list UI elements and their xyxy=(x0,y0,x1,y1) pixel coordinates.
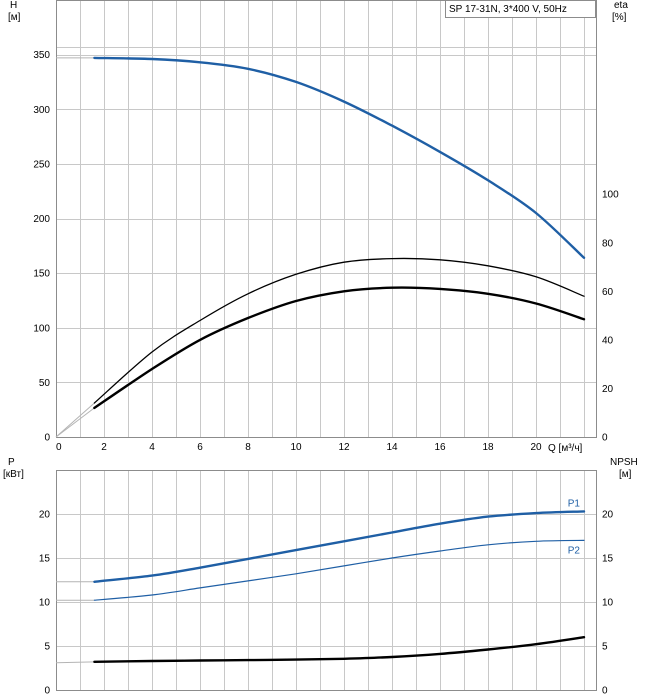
efficiency-axis-unit: [%] xyxy=(612,12,627,23)
tick-label-right: 80 xyxy=(602,238,614,249)
tick-label-left: 50 xyxy=(39,378,51,389)
tick-label-x: 4 xyxy=(149,442,155,453)
bottom-tick-labels: 0 5 10 15 20 0 5 10 15 20 xyxy=(39,510,614,697)
bottom-plot-frame xyxy=(56,470,597,691)
series-label-p1: P1 xyxy=(568,498,581,509)
top-tick-labels: 0 50 100 150 200 250 300 350 0 20 40 60 80 100 0 2 4 6 8 10… xyxy=(33,50,619,453)
tick-label-right: 5 xyxy=(602,642,608,653)
chart-title: SP 17-31N, 3*400 V, 50Hz xyxy=(449,4,567,15)
tick-label-x: 12 xyxy=(338,442,350,453)
tick-label-right: 10 xyxy=(602,598,614,609)
tick-label-x: 10 xyxy=(290,442,302,453)
series-label-p2: P2 xyxy=(568,545,581,556)
power-axis-unit: [кВт] xyxy=(3,469,24,480)
tick-label-right: 0 xyxy=(602,433,608,444)
npsh-axis-label: NPSH xyxy=(610,457,638,468)
tick-label-left: 20 xyxy=(39,510,51,521)
tick-label-x: 2 xyxy=(101,442,107,453)
tick-label-right: 15 xyxy=(602,554,614,565)
tick-label-x: 18 xyxy=(482,442,494,453)
tick-label-left: 100 xyxy=(33,323,50,334)
tick-label-right: 100 xyxy=(602,190,619,201)
curve-extension xyxy=(55,407,95,438)
tick-label-left: 10 xyxy=(39,598,51,609)
tick-label-left: 5 xyxy=(44,642,50,653)
power-axis-label: P xyxy=(8,457,15,468)
curve-p2 xyxy=(93,539,585,601)
head-efficiency-panel: 0 50 100 150 200 250 300 350 0 20 40 60 80 100 0 2 4 6 8 10… xyxy=(8,0,628,454)
tick-label-left: 300 xyxy=(33,105,50,116)
tick-label-left: 0 xyxy=(44,433,50,444)
tick-label-right: 20 xyxy=(602,510,614,521)
series-labels: P1 P2 xyxy=(568,498,581,556)
tick-label-left: 250 xyxy=(33,159,50,170)
tick-label-left: 200 xyxy=(33,214,50,225)
curve-top-series-2 xyxy=(93,286,586,410)
tick-label-x: 0 xyxy=(56,442,62,453)
tick-label-left: 15 xyxy=(39,554,51,565)
tick-label-x: 16 xyxy=(434,442,446,453)
head-axis-unit: [м] xyxy=(8,12,21,23)
efficiency-axis-label: eta xyxy=(614,0,628,11)
curve-p1 xyxy=(93,510,586,583)
tick-label-x: 6 xyxy=(197,442,203,453)
tick-label-left: 150 xyxy=(33,269,50,280)
tick-label-left: 0 xyxy=(44,686,50,697)
tick-label-x: 8 xyxy=(245,442,251,453)
bottom-grid xyxy=(56,470,596,690)
title-box xyxy=(445,0,596,18)
curve-top-series-0 xyxy=(93,56,586,259)
npsh-axis-unit: [м] xyxy=(619,469,632,480)
tick-label-right: 60 xyxy=(602,287,614,298)
tick-label-x: 14 xyxy=(386,442,398,453)
tick-label-x: 20 xyxy=(530,442,542,453)
flow-axis-label: Q [м³/ч] xyxy=(548,443,583,454)
top-curves xyxy=(55,56,586,438)
top-plot-frame xyxy=(56,0,597,438)
head-axis-label: H xyxy=(10,0,17,11)
tick-label-right: 20 xyxy=(602,384,614,395)
bottom-curves xyxy=(55,510,586,664)
curve-top-series-1 xyxy=(93,257,585,404)
tick-label-left: 350 xyxy=(33,50,50,61)
curve-extension xyxy=(55,402,95,438)
power-npsh-panel: 0 5 10 15 20 0 5 10 15 20 P [кВт] NPSH [м] P1 P2 xyxy=(3,457,638,697)
curve-extension xyxy=(55,661,95,664)
tick-label-right: 40 xyxy=(602,335,614,346)
curve-bot-series-2 xyxy=(93,636,586,663)
tick-label-right: 0 xyxy=(602,686,608,697)
top-grid xyxy=(56,0,596,437)
